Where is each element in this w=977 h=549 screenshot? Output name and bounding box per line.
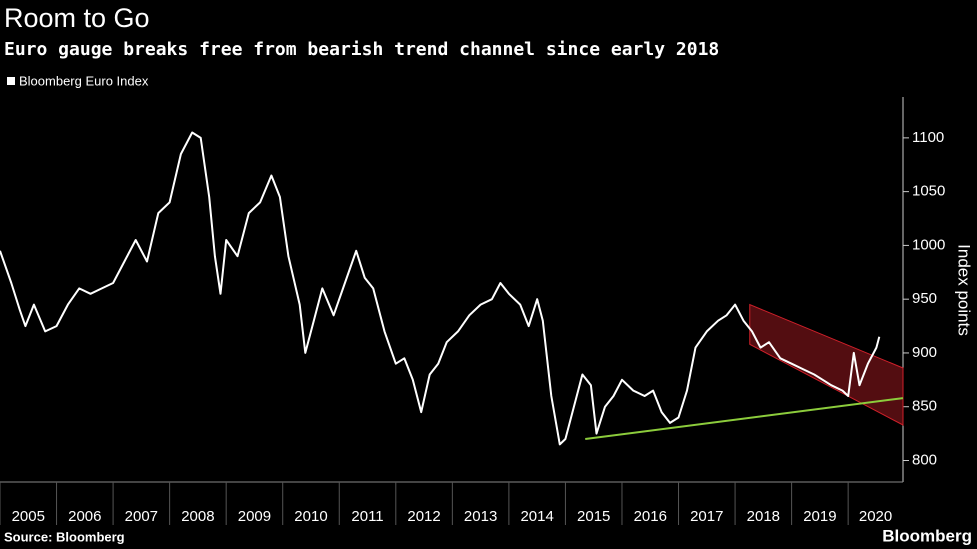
x-tick-label: 2019 <box>803 508 836 525</box>
support-line <box>585 397 904 440</box>
line-series <box>0 131 881 446</box>
chart-title: Room to Go <box>4 3 150 33</box>
brand: Bloomberg <box>882 526 972 545</box>
x-tick-label: 2012 <box>407 508 440 525</box>
x-tick-label: 2011 <box>351 508 383 525</box>
x-tick-label: 2005 <box>12 508 45 525</box>
y-tick-label: 950 <box>912 290 937 307</box>
x-tick-label: 2018 <box>747 508 780 525</box>
chart-subtitle: Euro gauge breaks free from bearish tren… <box>4 39 719 60</box>
y-tick-label: 850 <box>912 398 937 415</box>
y-tick-label: 800 <box>912 451 937 468</box>
source: Source: Bloomberg <box>4 529 125 544</box>
legend-swatch <box>7 77 15 85</box>
x-tick-label: 2016 <box>634 508 667 525</box>
trend-channel <box>749 303 904 426</box>
legend-label: Bloomberg Euro Index <box>19 73 149 88</box>
x-tick-label: 2013 <box>464 508 497 525</box>
y-tick-label: 1000 <box>912 236 945 253</box>
y-tick-label: 900 <box>912 344 937 361</box>
x-tick-label: 2020 <box>859 508 892 525</box>
x-tick-label: 2015 <box>577 508 610 525</box>
x-tick-label: 2009 <box>238 508 271 525</box>
x-tick-label: 2007 <box>125 508 158 525</box>
y-axis-label: Index points <box>955 244 974 336</box>
x-tick-label: 2014 <box>520 508 553 525</box>
y-tick-label: 1100 <box>912 129 944 146</box>
x-tick-label: 2017 <box>690 508 723 525</box>
y-tick-label: 1050 <box>912 183 945 200</box>
x-tick-label: 2010 <box>294 508 327 525</box>
x-tick-label: 2006 <box>68 508 101 525</box>
x-tick-label: 2008 <box>181 508 214 525</box>
